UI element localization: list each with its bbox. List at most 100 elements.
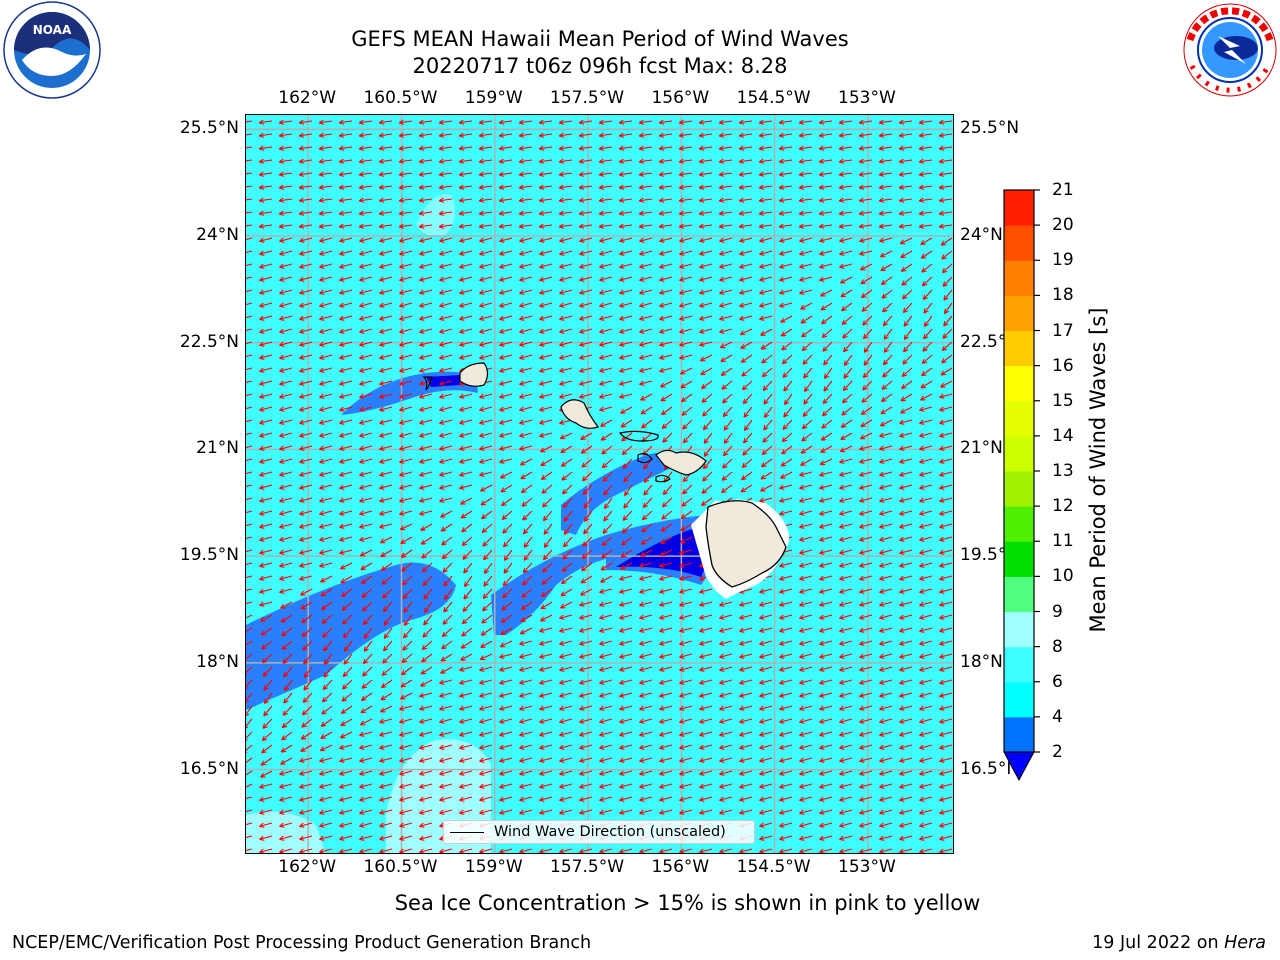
wave-direction-arrow — [320, 731, 333, 740]
wave-direction-arrow — [878, 158, 893, 164]
wave-direction-arrow — [898, 223, 913, 229]
wave-direction-arrow — [679, 809, 693, 815]
wave-direction-arrow — [499, 744, 513, 750]
wave-direction-arrow — [246, 692, 253, 703]
wave-direction-arrow — [759, 822, 773, 828]
wave-direction-arrow — [246, 328, 253, 332]
wave-direction-arrow — [499, 354, 513, 360]
map-canvas — [246, 115, 953, 853]
wave-direction-arrow — [719, 341, 733, 349]
wave-direction-arrow — [359, 276, 373, 282]
wave-direction-arrow — [779, 718, 793, 724]
wave-direction-arrow — [759, 770, 773, 776]
wave-direction-arrow — [919, 809, 933, 815]
wave-direction-arrow — [246, 211, 253, 214]
wave-direction-arrow — [246, 588, 253, 592]
wave-direction-arrow — [259, 783, 273, 789]
wave-direction-arrow — [559, 692, 573, 698]
wave-direction-arrow — [246, 289, 253, 293]
wave-direction-arrow — [459, 341, 473, 347]
wave-direction-arrow — [839, 263, 853, 269]
wave-direction-arrow — [802, 406, 813, 417]
wave-direction-arrow — [301, 614, 313, 624]
wave-direction-arrow — [439, 848, 453, 853]
wave-direction-arrow — [699, 666, 713, 672]
wave-direction-arrow — [839, 575, 853, 581]
footer-date: 19 Jul 2022 on Hera — [1092, 933, 1266, 953]
wave-direction-arrow — [458, 197, 473, 203]
wave-direction-arrow — [702, 406, 713, 417]
wave-direction-arrow — [419, 328, 433, 334]
wave-direction-arrow — [260, 757, 273, 766]
wave-direction-arrow — [719, 302, 733, 308]
wave-direction-arrow — [679, 315, 693, 321]
wave-direction-arrow — [499, 289, 513, 295]
wave-direction-arrow — [562, 549, 573, 560]
wave-direction-arrow — [339, 458, 353, 464]
wave-direction-arrow — [699, 770, 713, 776]
wave-direction-arrow — [719, 263, 733, 269]
wave-dark-lee — [616, 525, 709, 577]
wave-direction-arrow — [579, 380, 593, 386]
wave-direction-arrow — [340, 718, 353, 727]
wave-direction-arrow — [899, 783, 913, 789]
wave-direction-arrow — [940, 380, 953, 388]
wave-direction-arrow — [599, 783, 613, 789]
wave-direction-arrow — [519, 848, 533, 853]
wave-direction-arrow — [559, 315, 573, 321]
wave-direction-arrow — [359, 432, 373, 438]
wave-direction-arrow — [519, 653, 533, 659]
wave-direction-arrow — [718, 223, 733, 229]
colorbar-tick-label: 21 — [1052, 180, 1074, 200]
wave-direction-arrow — [299, 458, 313, 464]
wave-direction-arrow — [319, 783, 333, 789]
wave-direction-arrow — [399, 783, 413, 789]
wave-direction-arrow — [499, 679, 513, 685]
wave-direction-arrow — [799, 744, 813, 750]
wave-direction-arrow — [783, 380, 793, 392]
wave-direction-arrow — [319, 263, 333, 269]
wave-direction-arrow — [339, 835, 353, 841]
wave-direction-arrow — [519, 666, 533, 672]
wave-direction-arrow — [718, 132, 733, 138]
wave-direction-arrow — [459, 393, 473, 399]
wave-direction-arrow — [938, 197, 953, 203]
wave-direction-arrow — [379, 848, 393, 853]
wave-direction-arrow — [819, 601, 833, 607]
wave-direction-arrow — [939, 523, 953, 529]
wave-direction-arrow — [382, 588, 393, 599]
colorbar-segment — [1004, 611, 1034, 648]
wave-direction-arrow — [539, 432, 553, 438]
wave-direction-arrow — [862, 367, 873, 379]
wave-direction-arrow — [439, 315, 453, 321]
wave-direction-arrow — [879, 614, 893, 620]
wave-direction-arrow — [519, 770, 533, 776]
wave-direction-arrow — [279, 263, 293, 269]
wave-direction-arrow — [819, 484, 833, 490]
wave-direction-arrow — [839, 822, 853, 828]
wave-direction-arrow — [599, 393, 613, 399]
wave-direction-arrow — [499, 393, 513, 399]
wave-direction-arrow — [259, 562, 273, 568]
wave-direction-arrow — [441, 536, 453, 546]
wave-direction-arrow — [819, 705, 833, 711]
wave-direction-arrow — [938, 158, 953, 164]
wave-direction-arrow — [619, 666, 633, 672]
lat-tick-right: 21°N — [960, 438, 1003, 459]
wave-direction-arrow — [803, 393, 813, 405]
wave-direction-arrow — [639, 796, 653, 802]
wave-direction-arrow — [879, 562, 893, 568]
wave-direction-arrow — [579, 276, 593, 282]
wave-direction-arrow — [281, 731, 293, 741]
wave-direction-arrow — [246, 549, 253, 553]
wave-direction-arrow — [739, 666, 753, 672]
wave-direction-arrow — [279, 341, 293, 347]
wave-direction-arrow — [862, 328, 873, 340]
wave-direction-arrow — [519, 783, 533, 789]
wave-direction-arrow — [800, 302, 813, 310]
wave-direction-arrow — [339, 848, 353, 853]
wave-direction-arrow — [539, 354, 553, 360]
wave-direction-arrow — [379, 432, 393, 438]
wave-direction-arrow — [799, 289, 813, 295]
wave-direction-arrow — [879, 497, 893, 503]
